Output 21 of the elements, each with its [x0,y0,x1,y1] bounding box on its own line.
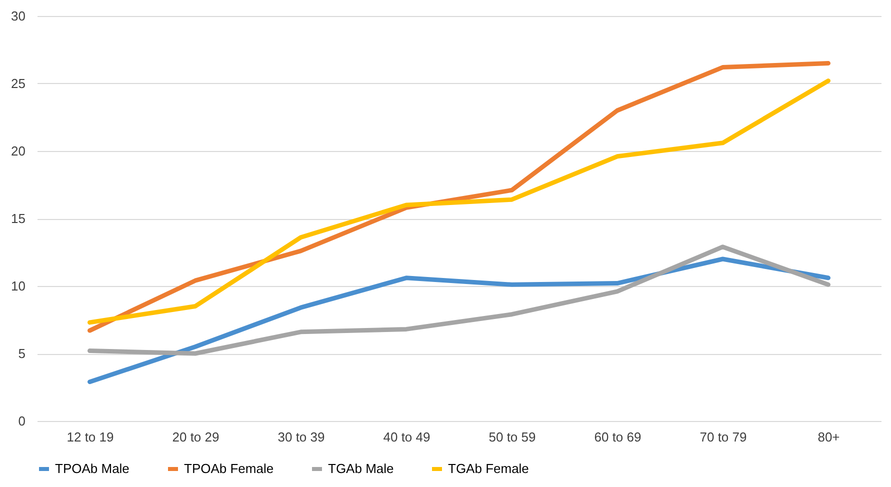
y-tick-label: 20 [11,144,26,158]
legend-label: TGAb Male [328,461,394,476]
legend-label: TGAb Female [448,461,529,476]
x-tick-label: 40 to 49 [383,430,430,444]
x-tick-label: 12 to 19 [66,430,114,444]
legend-label: TPOAb Female [184,461,274,476]
line-series [88,256,830,384]
legend-label: TPOAb Male [55,461,130,476]
y-tick-label: 0 [18,414,26,428]
line-series [88,244,830,356]
x-tick-label: 50 to 59 [488,430,536,444]
y-tick-label: 5 [18,346,26,361]
y-tick-label: 25 [11,76,26,91]
x-tick-label: 80+ [818,430,840,444]
x-tick-label: 60 to 69 [594,430,642,444]
y-tick-label: 15 [11,211,26,226]
y-tick-label: 30 [11,8,26,24]
x-tick-label: 20 to 29 [172,430,220,444]
y-tick-label: 10 [11,278,26,294]
x-tick-label: 70 to 79 [700,430,747,444]
x-tick-label: 30 to 39 [278,430,325,444]
